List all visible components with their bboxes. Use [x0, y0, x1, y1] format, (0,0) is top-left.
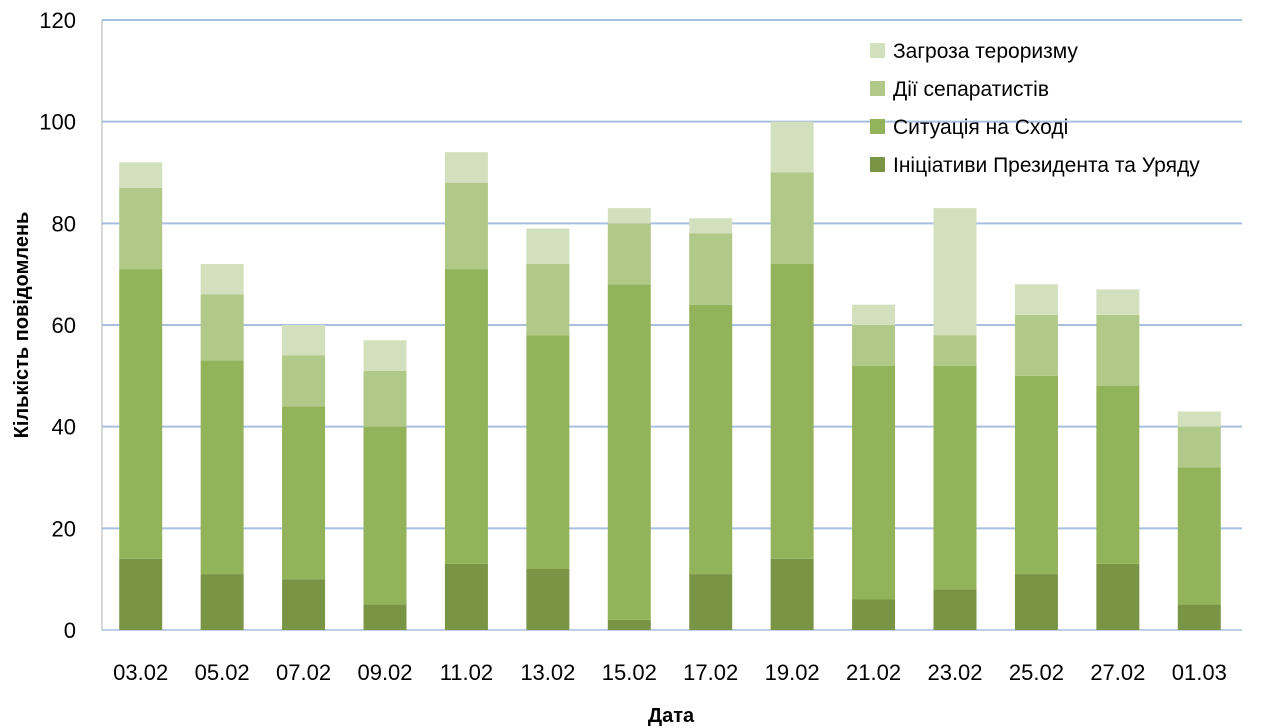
bar-segment: [1177, 604, 1221, 630]
bar-segment: [1014, 574, 1058, 630]
bar-segment: [119, 269, 163, 559]
legend-label: Загроза тероризму: [893, 40, 1078, 63]
bar-segment: [119, 558, 163, 630]
bar-segment: [933, 589, 977, 630]
bar-segment: [1177, 426, 1221, 468]
bar-segment: [689, 218, 733, 234]
x-axis-title: Дата: [648, 705, 695, 727]
bar-segment: [770, 264, 814, 559]
bar-segment: [363, 340, 407, 371]
y-tick-label: 40: [52, 415, 76, 440]
legend: Загроза тероризму Дії сепаратистів Ситуаці…: [870, 40, 1200, 177]
bar-segment: [444, 152, 488, 183]
x-tick-label: 17.02: [683, 660, 738, 685]
gridlines: [102, 19, 1242, 631]
bar-segment: [1096, 563, 1140, 630]
bar-segment: [444, 269, 488, 564]
x-tick-label: 23.02: [927, 660, 982, 685]
y-tick-labels: 0 20 40 60 80 100 120: [39, 8, 76, 643]
bar-segment: [282, 406, 326, 580]
x-tick-label: 13.02: [520, 660, 575, 685]
bar-segment: [119, 162, 163, 188]
bar-segment: [933, 335, 977, 366]
bars: [119, 121, 1221, 630]
bar-segment: [689, 574, 733, 630]
bar-segment: [363, 426, 407, 605]
bar-segment: [200, 294, 244, 361]
bar-segment: [200, 574, 244, 630]
bar-segment: [526, 228, 570, 264]
bar-segment: [1096, 386, 1140, 564]
x-tick-label: 25.02: [1009, 660, 1064, 685]
bar-segment: [1014, 284, 1058, 315]
bar-segment: [933, 365, 977, 590]
bar-segment: [1014, 314, 1058, 376]
y-tick-label: 60: [52, 313, 76, 338]
y-tick-label: 80: [52, 211, 76, 236]
bar-segment: [282, 325, 326, 356]
bar-segment: [526, 335, 570, 569]
bar-segment: [770, 172, 814, 264]
x-tick-label: 11.02: [440, 660, 493, 685]
bar-segment: [363, 370, 407, 427]
bar-segment: [526, 569, 570, 630]
x-tick-label: 01.03: [1172, 660, 1227, 685]
bar-segment: [1177, 467, 1221, 605]
bar-segment: [119, 187, 163, 270]
x-tick-label: 21.02: [846, 660, 901, 685]
x-tick-label: 19.02: [765, 660, 820, 685]
bar-segment: [444, 563, 488, 630]
x-tick-label: 27.02: [1090, 660, 1145, 685]
y-tick-label: 100: [39, 110, 76, 135]
legend-label: Ініціативи Президента та Уряду: [893, 154, 1200, 177]
bar-segment: [607, 619, 651, 630]
bar-segment: [444, 182, 488, 270]
bar-segment: [607, 223, 651, 285]
bar-segment: [282, 579, 326, 630]
x-tick-label: 07.02: [276, 660, 331, 685]
y-tick-label: 0: [64, 618, 76, 643]
legend-swatch: [870, 81, 885, 96]
bar-segment: [689, 304, 733, 575]
bar-segment: [1014, 375, 1058, 575]
bar-segment: [607, 284, 651, 620]
bar-segment: [689, 233, 733, 305]
bar-segment: [200, 264, 244, 295]
y-axis-title: Кількість повідомлень: [11, 212, 33, 439]
bar-segment: [1177, 411, 1221, 427]
bar-segment: [526, 264, 570, 336]
y-tick-label: 120: [39, 8, 76, 33]
bar-segment: [933, 208, 977, 336]
x-tick-label: 15.02: [602, 660, 657, 685]
legend-swatch: [870, 43, 885, 58]
bar-segment: [1096, 289, 1140, 315]
bar-segment: [1096, 314, 1140, 386]
x-tick-label: 03.02: [113, 660, 168, 685]
legend-label: Дії сепаратистів: [893, 78, 1049, 101]
y-tick-label: 20: [52, 516, 76, 541]
bar-segment: [852, 599, 896, 630]
legend-label: Ситуація на Сході: [893, 116, 1068, 139]
x-tick-label: 05.02: [195, 660, 250, 685]
legend-swatch: [870, 119, 885, 134]
bar-segment: [282, 355, 326, 407]
x-tick-label: 09.02: [357, 660, 412, 685]
bar-segment: [200, 360, 244, 575]
x-tick-labels: 03.02 05.02 07.02 09.02 11.02 13.02 15.02 17.02…: [113, 660, 1227, 685]
bar-segment: [607, 208, 651, 224]
bar-segment: [363, 604, 407, 630]
bar-segment: [770, 121, 814, 173]
bar-segment: [852, 365, 896, 600]
bar-segment: [852, 304, 896, 325]
bar-segment: [852, 325, 896, 366]
bar-segment: [770, 558, 814, 630]
legend-swatch: [870, 157, 885, 172]
